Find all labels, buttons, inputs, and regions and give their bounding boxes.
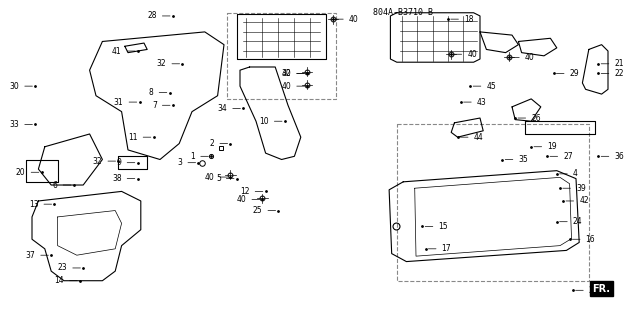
Text: 32: 32 — [93, 157, 116, 166]
Text: 1: 1 — [191, 152, 209, 161]
Text: 37: 37 — [26, 251, 49, 260]
Text: 11: 11 — [128, 133, 151, 142]
Text: FR.: FR. — [593, 284, 611, 294]
Text: 13: 13 — [29, 200, 52, 209]
Text: 40: 40 — [335, 15, 358, 24]
Text: 43: 43 — [463, 98, 486, 107]
Text: 26: 26 — [518, 114, 541, 122]
Text: 40: 40 — [454, 50, 477, 59]
Text: 40: 40 — [511, 53, 534, 62]
Text: 24: 24 — [559, 217, 582, 226]
Text: 33: 33 — [10, 120, 33, 129]
Text: 17: 17 — [428, 244, 451, 253]
Text: 22: 22 — [601, 69, 624, 78]
Text: 45: 45 — [473, 82, 496, 91]
Text: 23: 23 — [58, 263, 81, 272]
Text: 5: 5 — [216, 174, 234, 183]
Text: 7: 7 — [152, 101, 170, 110]
Text: 25: 25 — [253, 206, 276, 215]
Text: 3: 3 — [177, 158, 196, 167]
Text: 44: 44 — [460, 133, 483, 142]
Text: 40: 40 — [205, 173, 228, 182]
Text: 41: 41 — [112, 47, 135, 56]
Text: 14: 14 — [54, 276, 77, 285]
Text: 804A-B3710 B: 804A-B3710 B — [373, 8, 433, 17]
Text: 8: 8 — [149, 88, 167, 97]
Text: 9: 9 — [116, 158, 135, 167]
Text: 15: 15 — [425, 222, 448, 231]
Text: 21: 21 — [601, 59, 624, 68]
Text: 12: 12 — [240, 187, 263, 196]
Text: 4: 4 — [559, 169, 578, 178]
Text: 32: 32 — [157, 59, 180, 68]
Text: 18: 18 — [451, 15, 474, 24]
Text: 30: 30 — [10, 82, 33, 91]
Text: 32: 32 — [282, 69, 305, 78]
Text: 29: 29 — [556, 69, 579, 78]
Text: 27: 27 — [550, 152, 573, 161]
Text: 20: 20 — [16, 168, 39, 177]
Text: 39: 39 — [563, 184, 586, 193]
Text: 6: 6 — [52, 181, 71, 189]
Text: 38: 38 — [112, 174, 135, 183]
Text: 19: 19 — [534, 142, 557, 151]
Text: 16: 16 — [572, 235, 595, 244]
Text: 40: 40 — [237, 195, 260, 204]
Text: 25: 25 — [575, 286, 598, 295]
Text: 10: 10 — [259, 117, 282, 126]
Text: 31: 31 — [114, 98, 137, 107]
Bar — [397, 124, 589, 281]
Text: 35: 35 — [505, 155, 528, 164]
Bar — [227, 13, 336, 99]
Text: 28: 28 — [147, 11, 170, 20]
Text: 40: 40 — [282, 82, 305, 91]
Text: 36: 36 — [601, 152, 624, 161]
Text: 42: 42 — [566, 197, 589, 205]
Text: 2: 2 — [210, 139, 228, 148]
Text: 34: 34 — [218, 104, 241, 113]
Text: 40: 40 — [282, 69, 305, 78]
